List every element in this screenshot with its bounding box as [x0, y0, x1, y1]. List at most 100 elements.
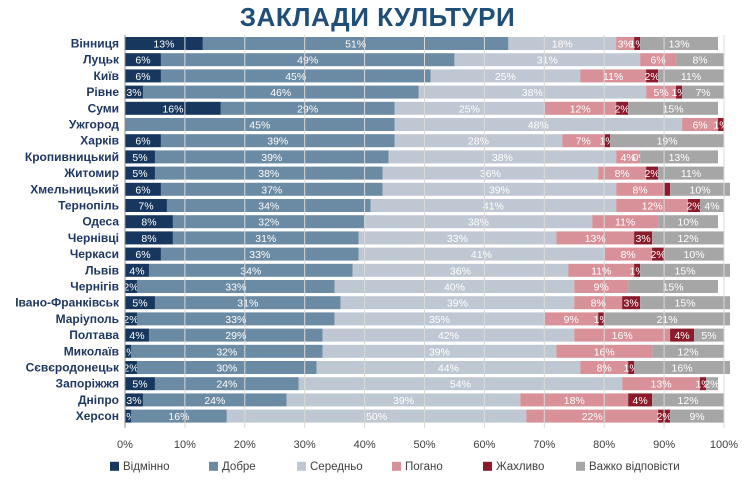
bar-segment [358, 231, 557, 245]
bar-segment [640, 296, 730, 310]
data-label: 4% [674, 330, 689, 342]
data-label: 50% [366, 411, 387, 423]
bar-segment [142, 393, 287, 407]
data-label: 7% [138, 201, 153, 213]
data-label: 8% [591, 298, 606, 310]
bar-segment [568, 263, 635, 277]
data-label: 13% [651, 379, 672, 391]
bar-segment [125, 53, 161, 67]
category-label: Івано-Франківськ [15, 296, 120, 310]
bar-segment [154, 150, 389, 164]
data-label: 16% [168, 411, 189, 423]
bar-segment [125, 69, 161, 83]
data-label: 33% [225, 314, 246, 326]
bar-segment [125, 134, 161, 148]
bar-segment [574, 296, 623, 310]
legend-swatch [297, 461, 306, 471]
data-label: 2% [123, 314, 138, 326]
bar-segment [634, 263, 641, 277]
bar-segment [676, 85, 683, 99]
bar-segment [634, 37, 641, 50]
bar-segment [700, 377, 707, 391]
data-label: 2% [123, 282, 138, 294]
data-label: 31% [255, 233, 276, 245]
bar-segment [125, 377, 155, 391]
bar-segment [658, 215, 719, 229]
legend-label: Жахливо [496, 461, 544, 473]
data-label: 3% [126, 395, 141, 407]
bar-segment [125, 247, 161, 261]
category-label: Маріуполь [56, 312, 119, 326]
x-tick-label: 70% [533, 439, 555, 451]
bar-segment [616, 101, 629, 115]
bar-segment [148, 263, 353, 277]
bar-segment [544, 101, 617, 115]
bar-segment [160, 182, 383, 196]
bar-segment [125, 118, 395, 131]
x-tick-label: 30% [294, 439, 316, 451]
data-label: 2% [686, 201, 701, 213]
data-label: 41% [483, 201, 504, 213]
data-label: 25% [495, 71, 516, 83]
x-tick-label: 60% [473, 439, 495, 451]
bar-segment [616, 182, 665, 196]
data-label: 3% [636, 233, 651, 245]
data-label: 44% [438, 363, 459, 375]
bar-segment [652, 247, 665, 261]
data-label: 9% [689, 411, 704, 423]
bar-segment [634, 231, 653, 245]
data-label: 4% [129, 330, 144, 342]
bar-segment [136, 361, 317, 374]
bar-segment [125, 231, 173, 245]
data-label: 4% [704, 201, 719, 213]
data-label: 15% [675, 298, 696, 310]
bar-segment [148, 328, 323, 342]
data-label: 40% [444, 282, 465, 294]
bar-segment [610, 134, 724, 148]
data-label: 8% [621, 249, 636, 261]
bar-segment [136, 312, 335, 326]
category-label: Запоріжжя [56, 377, 119, 391]
data-label: 6% [651, 55, 666, 67]
bar-segment [125, 37, 203, 50]
bar-segment [316, 361, 581, 374]
bar-segment [154, 377, 299, 391]
bar-segment [706, 377, 719, 391]
data-label: 2% [704, 379, 719, 391]
bar-segment [298, 377, 623, 391]
category-label: Житомир [63, 166, 119, 180]
bar-segment [634, 361, 730, 374]
bar-segment [718, 118, 724, 131]
bar-segment [658, 166, 724, 180]
data-label: 25% [459, 103, 480, 115]
category-labels: Вінниця Луцьк Київ Рівне Суми Ужгород Харків Кр… [15, 37, 120, 424]
bar-segment [160, 247, 359, 261]
bar-segment [604, 134, 611, 148]
data-label: 13% [153, 39, 174, 51]
data-label: 6% [135, 249, 150, 261]
bar-segment [664, 182, 671, 196]
data-label: 8% [141, 233, 156, 245]
category-label: Дніпро [78, 393, 119, 407]
bar-segment [125, 101, 221, 115]
bar-segment [574, 280, 629, 293]
data-label: 33% [225, 282, 246, 294]
bar-segment [616, 150, 641, 164]
x-tick-label: 40% [354, 439, 376, 451]
category-label: Кропивницький [25, 150, 119, 164]
bar-segment [125, 312, 137, 326]
chart-title: ЗАКЛАДИ КУЛЬТУРИ [239, 2, 516, 32]
bar-segment [166, 199, 371, 212]
data-label: 3% [126, 87, 141, 99]
category-label: Суми [88, 101, 119, 115]
bar-segment [160, 134, 395, 148]
bar-segment [364, 215, 593, 229]
bar-segment [598, 312, 605, 326]
bar-segment [394, 134, 563, 148]
category-label: Одеса [82, 215, 119, 229]
bar-segment [640, 263, 730, 277]
legend-swatch [483, 461, 492, 471]
data-label: 9% [564, 314, 579, 326]
bar-segment [628, 280, 719, 293]
